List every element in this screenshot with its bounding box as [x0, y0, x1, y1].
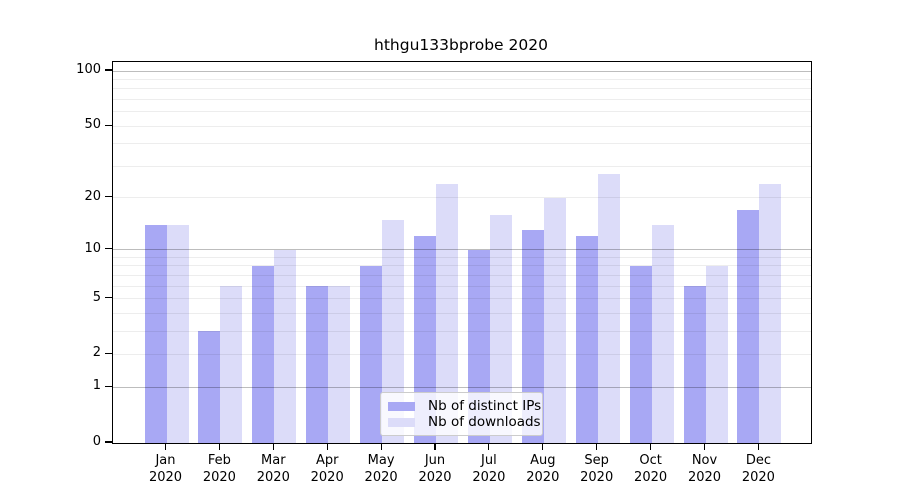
gridline-50: [113, 125, 811, 127]
gridline-80: [113, 88, 811, 90]
bar-distinct-ips-jan: [144, 224, 167, 443]
bar-distinct-ips-mar: [252, 265, 275, 443]
y-tick-mark-0: [105, 441, 112, 443]
x-tick-label-aug: Aug 2020: [526, 453, 560, 485]
x-tick-label-jan: Jan 2020: [148, 453, 183, 485]
x-tick-mark-may: [380, 443, 382, 450]
x-tick-label-apr: Apr 2020: [310, 453, 344, 485]
y-tick-mark-1: [105, 385, 112, 387]
gridline-90: [113, 78, 811, 80]
x-tick-label-jun: Jun 2020: [418, 453, 452, 485]
bar-distinct-ips-dec: [737, 210, 760, 443]
bar-downloads-dec: [759, 183, 782, 443]
y-tick-mark-20: [105, 196, 112, 198]
bar-downloads-oct: [651, 224, 674, 443]
x-tick-mark-dec: [757, 443, 759, 450]
gridline-20: [113, 197, 811, 199]
x-tick-mark-nov: [703, 443, 706, 450]
x-tick-mark-sep: [596, 443, 598, 450]
gridline-30: [113, 165, 811, 167]
x-tick-mark-oct: [650, 443, 652, 450]
y-tick-label-100: 100: [76, 62, 101, 78]
bar-downloads-jan: [166, 224, 189, 443]
legend: Nb of distinct IPs Nb of downloads: [380, 392, 543, 436]
bar-distinct-ips-aug: [521, 230, 544, 443]
bar-distinct-ips-may: [360, 265, 383, 443]
legend-row-downloads: Nb of downloads: [388, 414, 541, 430]
gridline-70: [113, 98, 811, 100]
bar-distinct-ips-apr: [306, 286, 329, 443]
bar-distinct-ips-feb: [198, 331, 221, 443]
y-tick-mark-5: [105, 296, 112, 299]
gridline-2: [113, 353, 811, 355]
bar-distinct-ips-sep: [575, 236, 598, 443]
x-tick-label-mar: Mar 2020: [256, 453, 290, 485]
gridline-3: [113, 330, 811, 332]
x-tick-label-may: May 2020: [364, 453, 398, 485]
y-tick-label-10: 10: [84, 240, 101, 256]
bar-downloads-may: [382, 219, 405, 443]
gridline-40: [113, 143, 811, 145]
y-tick-label-0: 0: [92, 434, 101, 449]
bar-downloads-jun: [436, 183, 458, 443]
bar-downloads-feb: [220, 286, 243, 443]
x-tick-mark-jan: [164, 443, 167, 450]
x-tick-mark-jul: [488, 443, 490, 450]
bar-downloads-jul: [489, 214, 512, 443]
gridline-7: [113, 274, 811, 276]
y-tick-mark-50: [105, 124, 112, 126]
gridline-6: [113, 285, 811, 287]
chart-title: hthgu133bprobe 2020: [374, 36, 548, 54]
x-tick-label-feb: Feb 2020: [202, 453, 236, 485]
gridline-60: [113, 111, 811, 113]
gridline-8: [113, 265, 811, 267]
gridline-9: [113, 256, 811, 258]
y-tick-label-50: 50: [84, 117, 101, 133]
bar-downloads-nov: [705, 265, 728, 443]
gridline-5: [113, 298, 811, 300]
gridline-4: [113, 312, 811, 314]
y-tick-mark-2: [105, 352, 112, 355]
x-tick-mark-aug: [542, 443, 544, 450]
bar-distinct-ips-oct: [629, 265, 652, 443]
gridline-10: [113, 249, 811, 251]
legend-label-downloads: Nb of downloads: [428, 414, 541, 430]
grid-layer: [113, 62, 811, 443]
y-tick-label-1: 1: [92, 378, 101, 394]
x-tick-label-nov: Nov 2020: [687, 453, 722, 485]
y-tick-mark-100: [105, 69, 112, 71]
bar-distinct-ips-jun: [414, 236, 436, 443]
x-tick-label-sep: Sep 2020: [580, 453, 614, 485]
legend-row-distinct-ips: Nb of distinct IPs: [388, 398, 541, 414]
gridline-100: [113, 70, 811, 72]
legend-swatch-distinct-ips: [388, 401, 415, 411]
gridline-1: [113, 386, 811, 388]
x-tick-label-jul: Jul 2020: [472, 453, 506, 485]
x-tick-mark-jun: [434, 443, 436, 450]
x-tick-mark-apr: [326, 443, 328, 450]
x-tick-label-dec: Dec 2020: [741, 453, 775, 485]
bar-downloads-aug: [543, 197, 566, 443]
x-tick-label-oct: Oct 2020: [634, 453, 668, 485]
bar-downloads-mar: [274, 249, 297, 443]
x-tick-mark-feb: [218, 443, 220, 450]
legend-label-distinct-ips: Nb of distinct IPs: [428, 398, 542, 414]
x-tick-mark-mar: [272, 443, 274, 450]
bar-downloads-apr: [328, 286, 351, 443]
legend-swatch-downloads: [388, 417, 415, 427]
y-tick-label-20: 20: [84, 188, 101, 204]
bar-downloads-sep: [597, 174, 620, 443]
y-tick-mark-10: [105, 248, 112, 250]
y-tick-label-2: 2: [92, 345, 101, 361]
bar-distinct-ips-nov: [683, 286, 706, 443]
y-tick-label-5: 5: [92, 289, 101, 305]
plot-area: [112, 61, 812, 444]
